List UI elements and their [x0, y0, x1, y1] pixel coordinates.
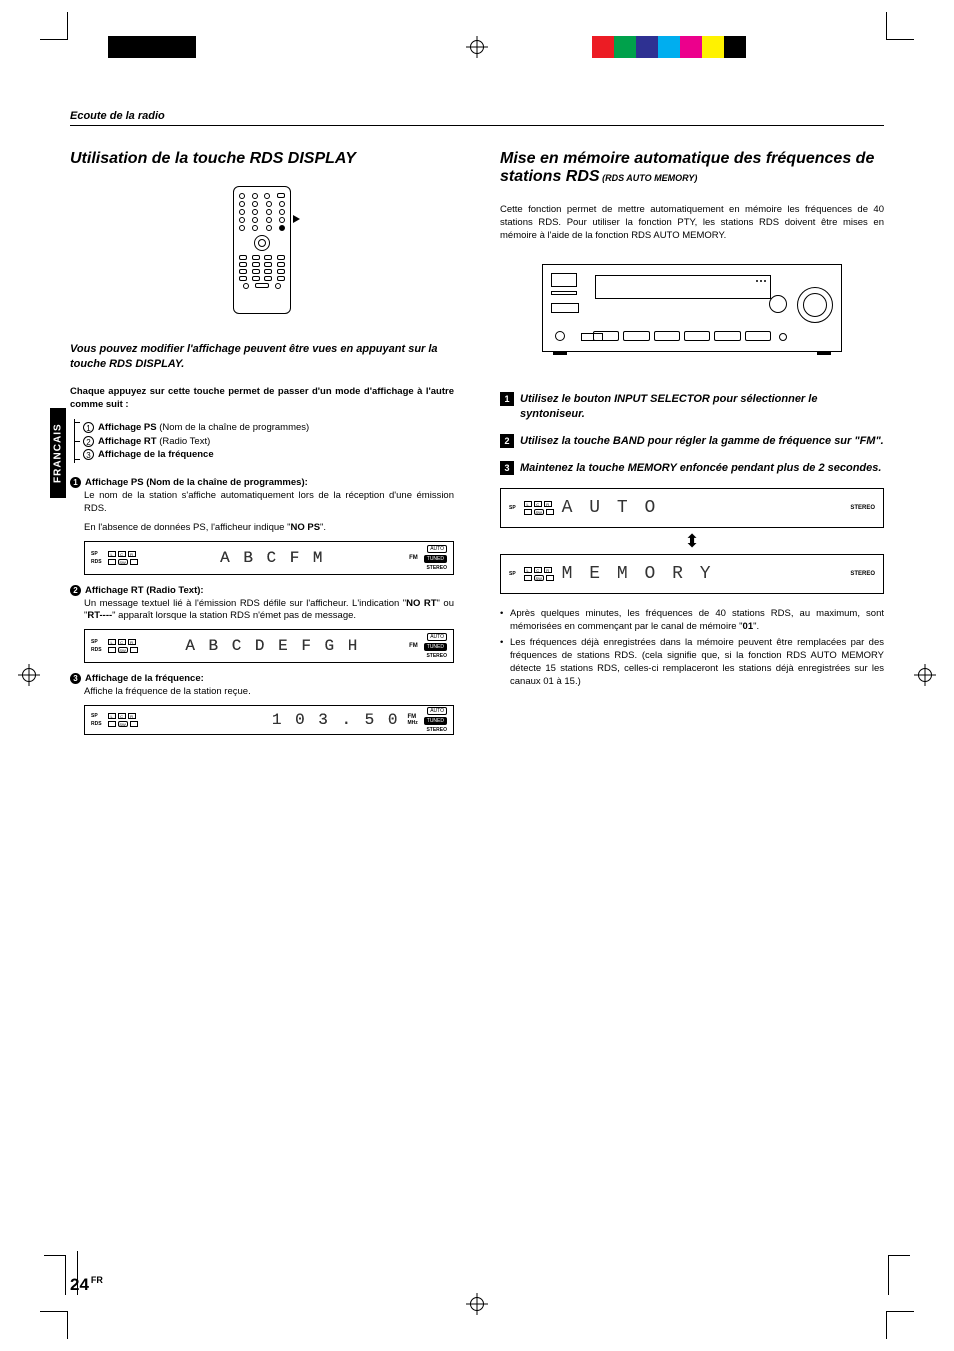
mode-enum: 1 Affichage PS (Nom de la chaîne de progr…: [74, 419, 454, 463]
enum-item: 3 Affichage de la fréquence: [83, 448, 454, 461]
block-number: 1: [70, 477, 81, 488]
cmyk-bar-left: [108, 36, 196, 58]
cmyk-bar-right: [592, 36, 746, 58]
right-intro: Cette fonction permet de mettre automati…: [500, 204, 884, 242]
step-text: Utilisez la touche BAND pour régler la g…: [520, 434, 884, 449]
running-header: Ecoute de la radio: [70, 110, 884, 126]
step-number: 3: [500, 461, 514, 475]
registration-crosshair-top: [466, 36, 488, 58]
segment-text: A B C D E F G H: [144, 637, 402, 655]
reg-block: [636, 36, 658, 58]
enum-rest: (Radio Text): [157, 436, 211, 447]
enum-rest: (Nom de la chaîne de programmes): [157, 422, 310, 433]
segment-text: 1 0 3 . 5 0: [144, 711, 400, 729]
reg-block: [680, 36, 702, 58]
block-heading-text: Affichage de la fréquence:: [85, 673, 204, 684]
band-label: FM: [409, 555, 418, 561]
disp-left-indicators: SP RDS: [91, 551, 102, 565]
bind-notch: [888, 1255, 910, 1295]
segment-text: M E M O R Y: [562, 564, 843, 584]
disp-right-indicators: AUTO TUNED STEREO: [424, 545, 447, 571]
block-heading: 1 Affichage PS (Nom de la chaîne de progr…: [70, 477, 454, 488]
block-heading: 2 Affichage RT (Radio Text):: [70, 585, 454, 596]
left-column: Utilisation de la touche RDS DISPLAY Vou…: [70, 150, 454, 745]
step-number: 2: [500, 434, 514, 448]
step-3: 3 Maintenez la touche MEMORY enfoncée pen…: [500, 461, 884, 476]
left-title: Utilisation de la touche RDS DISPLAY: [70, 150, 454, 168]
mode-intro: Chaque appuyez sur cette touche permet d…: [70, 386, 454, 412]
enum-number: 1: [83, 422, 94, 433]
reg-block: [174, 36, 196, 58]
enum-bold: Affichage RT: [98, 436, 157, 447]
remote-illustration: [233, 186, 291, 314]
right-column: Mise en mémoire automatique des fréquenc…: [500, 150, 884, 745]
reg-block: [108, 36, 130, 58]
block-text: En l'absence de données PS, l'afficheur …: [84, 522, 454, 535]
enum-item: 1 Affichage PS (Nom de la chaîne de progr…: [83, 421, 454, 434]
crop-mark: [886, 1311, 914, 1339]
block-text: Un message textuel lié à l'émission RDS …: [84, 598, 454, 624]
memory-display-sequence: SP LCR SW A U T O STEREO ⬍ SP LCR SW M E…: [500, 488, 884, 594]
right-title: Mise en mémoire automatique des fréquenc…: [500, 150, 884, 186]
block-text: Le nom de la station s'affiche automatiq…: [84, 490, 454, 516]
segment-text: A B C F M: [144, 549, 402, 567]
lcd-display-freq: SPRDS LCR SW 1 0 3 . 5 0 FMMHz AUTO TUNE…: [84, 705, 454, 735]
block-heading-text: Affichage RT (Radio Text):: [85, 585, 204, 596]
enum-number: 3: [83, 449, 94, 460]
registration-crosshair-left: [18, 664, 40, 686]
reg-block: [592, 36, 614, 58]
reg-block: [152, 36, 174, 58]
step-text: Utilisez le bouton INPUT SELECTOR pour s…: [520, 392, 884, 422]
sequence-arrow-icon: ⬍: [500, 528, 884, 554]
reg-block: [702, 36, 724, 58]
list-item: Les fréquences déjà enregistrées dans la…: [500, 637, 884, 688]
language-tab: FRANCAIS: [50, 408, 66, 498]
speaker-layout-icon: LCR SW: [108, 551, 138, 565]
registration-crosshair-bottom: [466, 1293, 488, 1315]
crop-mark: [886, 12, 914, 40]
enum-bold: Affichage de la fréquence: [98, 449, 214, 460]
block-number: 2: [70, 585, 81, 596]
reg-block: [658, 36, 680, 58]
step-2: 2 Utilisez la touche BAND pour régler la …: [500, 434, 884, 449]
page-number: 24FR: [70, 1275, 103, 1295]
enum-number: 2: [83, 436, 94, 447]
lcd-display-auto: SP LCR SW A U T O STEREO: [500, 488, 884, 528]
list-item: Après quelques minutes, les fréquences d…: [500, 608, 884, 634]
notes-list: Après quelques minutes, les fréquences d…: [500, 608, 884, 689]
block-number: 3: [70, 673, 81, 684]
enum-item: 2 Affichage RT (Radio Text): [83, 435, 454, 448]
left-intro: Vous pouvez modifier l'affichage peuvent…: [70, 342, 454, 372]
crop-mark: [40, 12, 68, 40]
step-number: 1: [500, 392, 514, 406]
block-text: Affiche la fréquence de la station reçue…: [84, 686, 454, 699]
step-text: Maintenez la touche MEMORY enfoncée pend…: [520, 461, 884, 476]
block-heading-text: Affichage PS (Nom de la chaîne de progra…: [85, 477, 308, 488]
enum-bold: Affichage PS: [98, 422, 157, 433]
reg-block: [130, 36, 152, 58]
segment-text: A U T O: [562, 498, 843, 518]
step-1: 1 Utilisez le bouton INPUT SELECTOR pour …: [500, 392, 884, 422]
registration-crosshair-right: [914, 664, 936, 686]
block-heading: 3 Affichage de la fréquence:: [70, 673, 454, 684]
reg-block: [724, 36, 746, 58]
crop-mark: [40, 1311, 68, 1339]
page-content: Ecoute de la radio FRANCAIS Utilisation …: [70, 110, 884, 1241]
lcd-display-memory: SP LCR SW M E M O R Y STEREO: [500, 554, 884, 594]
reg-block: [614, 36, 636, 58]
receiver-illustration: [542, 264, 842, 352]
lcd-display-rt: SPRDS LCR SW A B C D E F G H FM AUTO TUN…: [84, 629, 454, 663]
lcd-display-ps: SP RDS LCR SW A B C F M FM AUTO TUNED ST…: [84, 541, 454, 575]
